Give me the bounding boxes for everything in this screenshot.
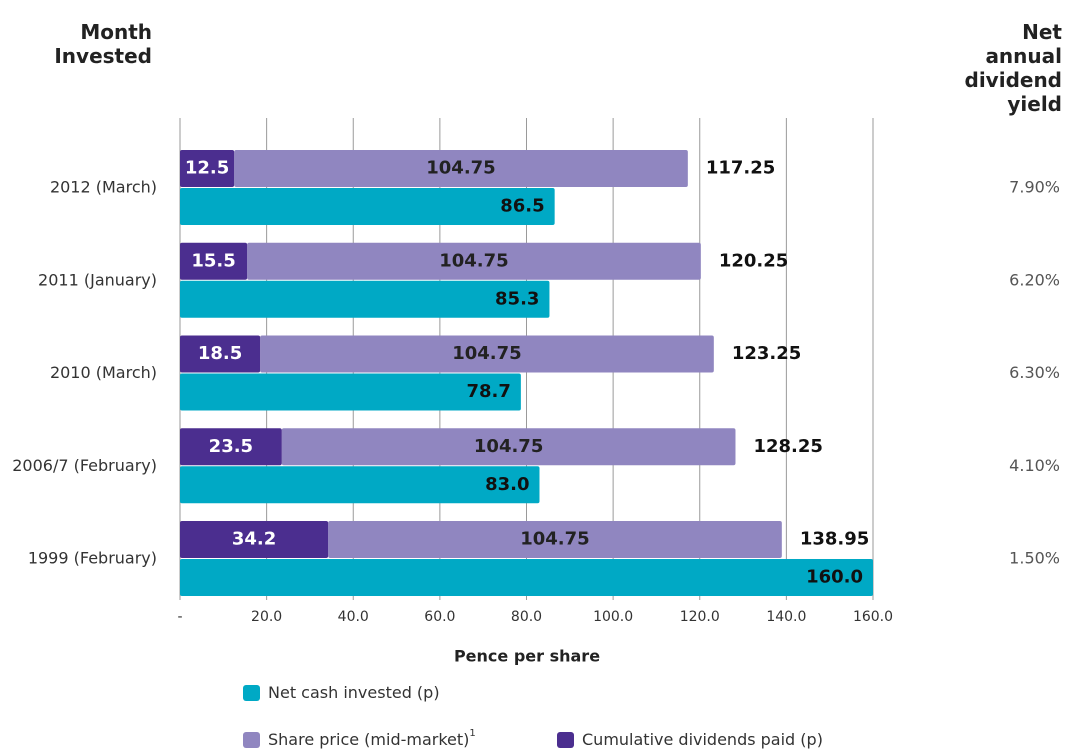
- total-label: 138.95: [800, 529, 869, 550]
- legend-label: Share price (mid-market)1: [268, 728, 476, 749]
- total-label: 123.25: [732, 343, 801, 364]
- x-axis-title: Pence per share: [454, 647, 600, 666]
- legend-label-text: Cumulative dividends paid (p): [582, 730, 823, 749]
- share-price-label: 104.75: [520, 529, 589, 550]
- x-tick-label: -: [177, 609, 182, 625]
- category-label: 2006/7 (February): [12, 456, 157, 475]
- share-price-bar: [328, 521, 782, 558]
- x-tick-label: 160.0: [853, 609, 893, 625]
- legend-label-text: Net cash invested (p): [268, 683, 440, 702]
- total-label: 120.25: [719, 250, 788, 271]
- x-tick-label: 80.0: [511, 609, 542, 625]
- legend-label: Net cash invested (p): [268, 683, 440, 702]
- net-cash-bar: [180, 280, 550, 318]
- x-tick-label: 60.0: [424, 609, 455, 625]
- category-label: 2012 (March): [50, 178, 157, 197]
- net-cash-label: 86.5: [500, 196, 544, 217]
- yield-label: 1.50%: [1009, 549, 1060, 568]
- category-label: 2011 (January): [38, 270, 157, 289]
- yield-label: 4.10%: [1009, 456, 1060, 475]
- x-tick-label: 140.0: [766, 609, 806, 625]
- category-label: 1999 (February): [28, 549, 157, 568]
- x-tick-label: 20.0: [251, 609, 282, 625]
- share-price-bar: [281, 428, 736, 466]
- x-tick-label: 120.0: [680, 609, 720, 625]
- category-label: 2010 (March): [50, 363, 157, 382]
- x-tick-label: 100.0: [593, 609, 633, 625]
- net-cash-bar: [180, 466, 540, 504]
- share-price-label: 104.75: [426, 158, 495, 179]
- net-cash-label: 78.7: [466, 381, 510, 402]
- share-price-label: 104.75: [439, 250, 508, 271]
- net-cash-bar: [180, 559, 873, 596]
- yield-label: 6.20%: [1009, 270, 1060, 289]
- dividend-bar: [180, 335, 261, 373]
- legend-swatch: [243, 732, 260, 748]
- net-cash-label: 160.0: [806, 567, 863, 588]
- dividend-bar: [180, 150, 235, 187]
- legend-swatch: [557, 732, 574, 748]
- legend-swatch: [243, 685, 260, 701]
- net-cash-label: 83.0: [485, 474, 529, 495]
- net-cash-bar: [180, 188, 555, 225]
- share-price-label: 104.75: [452, 343, 521, 364]
- yield-label: 7.90%: [1009, 178, 1060, 197]
- dividend-bar: [180, 428, 282, 466]
- share-price-label: 104.75: [474, 436, 543, 457]
- dividend-label: 18.5: [198, 343, 242, 364]
- total-label: 117.25: [706, 158, 775, 179]
- legend-label-text: Share price (mid-market): [268, 730, 469, 749]
- net-cash-bar: [180, 373, 521, 411]
- dividend-bar: [180, 521, 329, 558]
- x-tick-label: 40.0: [338, 609, 369, 625]
- dividend-label: 23.5: [209, 436, 253, 457]
- share-price-bar: [234, 150, 688, 187]
- share-price-bar: [247, 242, 701, 280]
- legend-label: Cumulative dividends paid (p): [582, 730, 823, 749]
- legend-footnote: 1: [469, 728, 475, 739]
- dividend-bar: [180, 242, 248, 280]
- dividend-label: 12.5: [185, 158, 229, 179]
- share-price-bar: [260, 335, 714, 373]
- total-label: 128.25: [753, 436, 822, 457]
- dividend-label: 34.2: [232, 529, 276, 550]
- dividend-label: 15.5: [191, 250, 235, 271]
- yield-label: 6.30%: [1009, 363, 1060, 382]
- y-axis-title: Month Invested: [54, 20, 152, 68]
- yield-header: Net annual dividend yield: [964, 20, 1063, 116]
- net-cash-label: 85.3: [495, 288, 539, 309]
